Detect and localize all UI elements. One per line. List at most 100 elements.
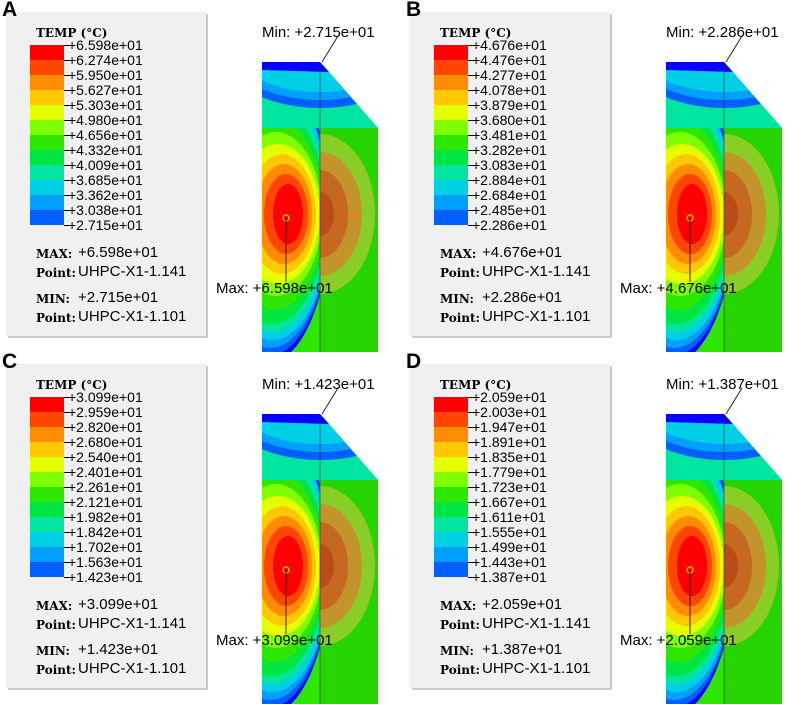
legend-tick — [64, 442, 69, 443]
legend-swatch — [434, 75, 468, 90]
top-edge — [666, 414, 734, 424]
min-label: MIN: — [36, 292, 70, 306]
legend-swatch — [434, 562, 468, 577]
legend-value: +2.959e+01 — [68, 404, 143, 420]
max-point-label: Point: — [36, 266, 76, 280]
temperature-band — [677, 536, 707, 596]
legend-value: +3.282e+01 — [472, 142, 547, 158]
side-band — [724, 522, 752, 610]
legend-tick — [64, 577, 69, 578]
legend-value: +3.038e+01 — [68, 202, 143, 218]
min-point: UHPC-X1-1.101 — [78, 660, 187, 677]
legend-tick — [64, 412, 69, 413]
legend-tick — [468, 442, 473, 443]
legend-value: +2.121e+01 — [68, 494, 143, 510]
legend-value: +4.277e+01 — [472, 67, 547, 83]
min-leader — [321, 35, 339, 63]
legend-swatch — [434, 60, 468, 75]
panel-d: TEMP (°C) +2.059e+01 +2.003e+01 +1.947e+01… — [404, 350, 808, 704]
legend-value: +1.835e+01 — [472, 449, 547, 465]
legend-value: +1.563e+01 — [68, 554, 143, 570]
legend-tick — [64, 135, 69, 136]
legend-swatch — [30, 562, 64, 577]
legend-title: TEMP (°C) — [440, 26, 512, 40]
legend-swatch — [434, 472, 468, 487]
side-band — [724, 504, 766, 628]
legend-tick — [468, 562, 473, 563]
legend-value: +2.261e+01 — [68, 479, 143, 495]
top-edge — [666, 62, 734, 72]
legend-tick — [468, 502, 473, 503]
legend-tick — [64, 180, 69, 181]
min-leader — [725, 35, 743, 63]
legend-value: +3.879e+01 — [472, 97, 547, 113]
legend-tick — [64, 562, 69, 563]
legend-tick — [468, 195, 473, 196]
legend-swatch — [30, 120, 64, 135]
side-band — [320, 544, 334, 588]
legend-tick — [64, 165, 69, 166]
legend-swatch — [434, 457, 468, 472]
legend-swatch — [30, 472, 64, 487]
legend-value: +1.723e+01 — [472, 479, 547, 495]
legend-value: +1.947e+01 — [472, 419, 547, 435]
legend-tick — [64, 105, 69, 106]
legend-tick — [468, 472, 473, 473]
legend-value: +5.950e+01 — [68, 67, 143, 83]
panel-c: TEMP (°C) +3.099e+01 +2.959e+01 +2.820e+01… — [0, 350, 404, 704]
min-value: +2.286e+01 — [482, 289, 563, 306]
legend-tick — [468, 532, 473, 533]
legend-value: +3.481e+01 — [472, 127, 547, 143]
max-point-label: Point: — [36, 618, 76, 632]
max-annotation: Max: +2.059e+01 — [620, 632, 737, 649]
legend-tick — [64, 457, 69, 458]
legend-value: +1.702e+01 — [68, 539, 143, 555]
legend-tick — [64, 210, 69, 211]
legend-value: +4.009e+01 — [68, 157, 143, 173]
legend-swatch — [434, 427, 468, 442]
legend-tick — [64, 472, 69, 473]
max-point: UHPC-X1-1.141 — [78, 615, 187, 632]
legend-swatch — [434, 487, 468, 502]
legend-swatch — [434, 150, 468, 165]
max-point-label: Point: — [440, 266, 480, 280]
legend-swatch — [434, 397, 468, 412]
legend-swatch — [30, 502, 64, 517]
legend-swatch — [434, 502, 468, 517]
legend-value: +4.476e+01 — [472, 52, 547, 68]
legend-value: +4.656e+01 — [68, 127, 143, 143]
legend-tick — [468, 427, 473, 428]
legend-value: +3.362e+01 — [68, 187, 143, 203]
legend-swatch — [434, 165, 468, 180]
legend-value: +3.685e+01 — [68, 172, 143, 188]
legend-box: TEMP (°C) +4.676e+01 +4.476e+01 +4.277e+01… — [410, 12, 610, 336]
legend-value: +3.680e+01 — [472, 112, 547, 128]
side-band — [724, 170, 752, 258]
legend-value: +3.083e+01 — [472, 157, 547, 173]
legend-tick — [64, 532, 69, 533]
legend-swatch — [30, 427, 64, 442]
legend-value: +1.982e+01 — [68, 509, 143, 525]
legend-value: +2.884e+01 — [472, 172, 547, 188]
legend-tick — [64, 225, 69, 226]
legend-value: +5.627e+01 — [68, 82, 143, 98]
legend-swatch — [434, 135, 468, 150]
top-face — [666, 414, 782, 480]
legend-value: +1.667e+01 — [472, 494, 547, 510]
max-point-label: Point: — [440, 618, 480, 632]
legend-tick — [64, 517, 69, 518]
side-band — [320, 504, 362, 628]
panel-b: TEMP (°C) +4.676e+01 +4.476e+01 +4.277e+01… — [404, 0, 808, 352]
min-annotation: Min: +1.423e+01 — [262, 376, 375, 393]
side-band — [724, 544, 738, 588]
min-point: UHPC-X1-1.101 — [482, 308, 591, 325]
legend-value: +3.099e+01 — [68, 389, 143, 405]
max-label: MAX: — [440, 599, 477, 613]
panel-letter: C — [2, 350, 18, 373]
legend-tick — [468, 90, 473, 91]
min-annotation: Min: +1.387e+01 — [666, 376, 779, 393]
legend-swatch — [30, 457, 64, 472]
legend-value: +4.676e+01 — [472, 37, 547, 53]
legend-tick — [64, 195, 69, 196]
side-band — [320, 152, 362, 276]
